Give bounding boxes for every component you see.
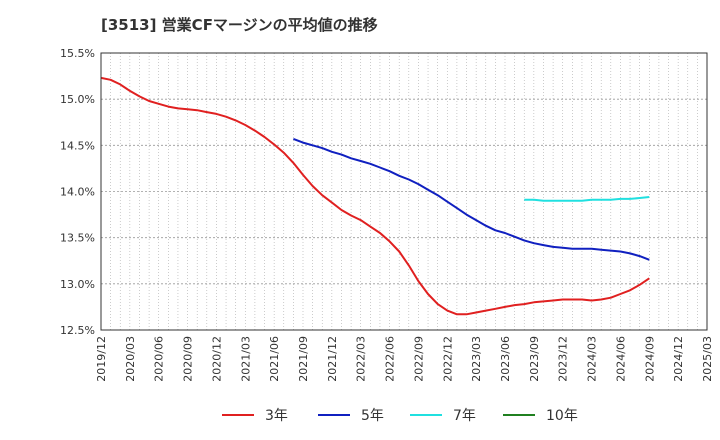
- y-tick-label: 13.5%: [60, 232, 95, 245]
- x-tick-label: 2021/12: [326, 336, 339, 382]
- x-tick-label: 2020/12: [210, 336, 223, 382]
- y-tick-label: 14.0%: [60, 186, 95, 199]
- legend-label: 5年: [361, 408, 384, 424]
- y-tick-label: 14.5%: [60, 139, 95, 152]
- plot-frame: [100, 52, 708, 331]
- y-tick-label: 13.0%: [60, 278, 95, 291]
- x-tick-label: 2021/09: [297, 336, 310, 382]
- y-tick-label: 15.0%: [60, 93, 95, 106]
- x-tick-label: 2022/12: [441, 336, 454, 382]
- legend-label: 3年: [265, 408, 288, 424]
- series-line: [100, 76, 650, 316]
- x-tick-label: 2022/09: [412, 336, 425, 382]
- x-axis: 2019/12 2020/03 2020/06 2020/09 2020/12 2021/…: [95, 336, 714, 382]
- y-tick-label: 12.5%: [60, 324, 95, 337]
- series-line: [524, 196, 650, 202]
- x-tick-label: 2023/03: [470, 336, 483, 382]
- chart-title: [3513] 営業CFマージンの平均値の推移: [101, 16, 378, 34]
- plot-lines: [100, 76, 650, 316]
- x-tick-label: 2024/06: [614, 336, 627, 382]
- x-tick-label: 2024/09: [643, 336, 656, 382]
- y-tick-label: 15.5%: [60, 47, 95, 60]
- x-tick-label: 2020/03: [124, 336, 137, 382]
- x-tick-label: 2023/06: [499, 336, 512, 382]
- legend-label: 10年: [546, 408, 578, 424]
- x-tick-label: 2024/12: [672, 336, 685, 382]
- x-tick-label: 2021/06: [268, 336, 281, 382]
- x-tick-label: 2019/12: [95, 336, 108, 382]
- x-tick-label: 2023/12: [557, 336, 570, 382]
- x-tick-label: 2024/03: [586, 336, 599, 382]
- gridlines: [100, 52, 708, 331]
- x-tick-label: 2022/06: [384, 336, 397, 382]
- x-tick-label: 2020/06: [153, 336, 166, 382]
- x-tick-label: 2022/03: [355, 336, 368, 382]
- legend: 3年 5年 7年 10年: [222, 408, 578, 424]
- x-tick-label: 2020/09: [182, 336, 195, 382]
- x-tick-label: 2025/03: [701, 336, 714, 382]
- x-tick-label: 2023/09: [528, 336, 541, 382]
- y-axis: 12.5% 13.0% 13.5% 14.0% 14.5% 15.0% 15.5%: [60, 47, 95, 337]
- x-tick-label: 2021/03: [239, 336, 252, 382]
- legend-label: 7年: [453, 408, 476, 424]
- series-line: [293, 137, 650, 261]
